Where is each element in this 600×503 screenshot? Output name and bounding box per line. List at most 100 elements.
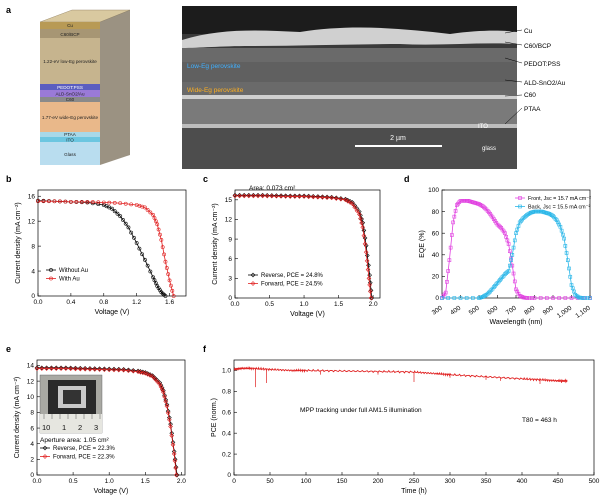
- data-point: [118, 214, 123, 219]
- data-point: [363, 249, 369, 255]
- x-tick-label: 1.5: [141, 478, 150, 485]
- stack-label-wide-eg: 1.77-eV wide-Eg perovskite: [42, 115, 99, 120]
- data-point: [155, 379, 160, 384]
- data-point: [545, 296, 549, 300]
- x-tick-label: 100: [301, 478, 312, 485]
- data-point: [369, 295, 375, 301]
- data-point: [362, 241, 368, 247]
- data-point: [310, 194, 316, 199]
- data-point: [450, 233, 454, 237]
- x-axis-label: Voltage (V): [290, 311, 325, 318]
- data-point: [121, 218, 125, 222]
- data-point: [130, 368, 136, 373]
- stack-label-ptaa: PTAA: [64, 132, 77, 137]
- data-point: [585, 296, 590, 300]
- data-point: [297, 194, 302, 199]
- sem-glass-label: glass: [482, 146, 496, 152]
- data-point: [464, 296, 469, 300]
- x-tick-label: 400: [449, 305, 462, 317]
- x-tick-label: 1.6: [165, 299, 174, 306]
- data-point: [333, 196, 339, 201]
- y-tick-label: 9: [228, 236, 232, 243]
- callout-cu: Cu: [524, 28, 533, 35]
- data-point: [145, 263, 150, 268]
- data-point: [471, 296, 475, 300]
- data-point: [241, 193, 247, 199]
- device-stack-schematic: Cu C60/BCP 1.22-eV low-Eg perovskite PED…: [39, 9, 131, 165]
- data-point: [315, 194, 321, 200]
- data-point: [525, 296, 529, 300]
- legend-marker: [250, 281, 256, 286]
- data-point: [116, 366, 122, 372]
- y-tick-label: 10: [27, 394, 35, 401]
- x-tick-label: 400: [517, 478, 528, 485]
- y-tick-label: 8: [31, 243, 35, 250]
- data-point: [329, 194, 334, 200]
- data-point: [514, 231, 518, 235]
- data-point: [174, 472, 180, 478]
- data-point: [274, 193, 279, 198]
- y-tick-label: 15: [225, 197, 233, 204]
- callout-sno2au: ALD-SnO2/Au: [524, 80, 566, 87]
- data-point: [451, 220, 455, 225]
- data-point: [364, 258, 370, 264]
- x-tick-label: 500: [468, 305, 481, 317]
- data-point: [278, 194, 284, 199]
- data-point: [301, 194, 307, 199]
- y-tick-label: 0.8: [222, 389, 231, 396]
- data-point: [264, 193, 270, 198]
- data-point: [512, 279, 517, 284]
- data-point: [588, 296, 592, 300]
- y-tick-label: 80: [432, 209, 440, 216]
- y-tick-label: 0: [30, 472, 34, 479]
- data-point: [347, 200, 353, 205]
- data-point: [237, 192, 242, 198]
- data-point: [269, 193, 275, 198]
- x-axis-label: Voltage (V): [94, 488, 129, 495]
- data-point: [102, 366, 107, 372]
- data-point: [283, 194, 288, 199]
- data-point: [152, 216, 157, 220]
- data-point: [264, 193, 270, 199]
- y-tick-label: 100: [428, 187, 439, 194]
- data-point: [527, 296, 532, 300]
- series-line-b-0: [37, 200, 166, 297]
- legend-label: Without Au: [59, 268, 88, 274]
- x-tick-label: 600: [486, 305, 499, 317]
- data-point: [111, 366, 117, 372]
- data-point: [34, 366, 40, 371]
- y-tick-label: 40: [432, 252, 440, 259]
- x-tick-label: 1.2: [132, 299, 141, 306]
- data-point: [563, 296, 568, 300]
- data-point: [509, 258, 513, 263]
- data-point: [170, 288, 175, 293]
- data-point: [137, 246, 142, 251]
- y-tick-label: 3: [228, 276, 232, 283]
- data-point: [583, 296, 587, 300]
- data-point: [162, 252, 166, 257]
- data-point: [356, 211, 362, 217]
- data-point: [36, 199, 40, 204]
- data-point: [85, 199, 90, 204]
- data-point: [368, 289, 373, 294]
- ruler-digit-3: 3: [94, 423, 98, 432]
- data-point: [115, 211, 120, 216]
- chart-c-frame: [234, 189, 381, 299]
- data-point: [112, 200, 117, 205]
- data-point: [53, 365, 59, 371]
- data-point: [97, 367, 102, 372]
- data-point: [287, 194, 293, 199]
- x-tick-label: 0: [232, 478, 236, 485]
- data-point: [164, 403, 170, 409]
- layer-ito: [40, 137, 100, 142]
- data-point: [126, 367, 131, 373]
- x-tick-label: 1,000: [556, 305, 574, 320]
- series-line-d-0: [441, 200, 590, 299]
- data-point: [96, 200, 101, 205]
- data-point: [97, 366, 102, 372]
- data-point: [320, 194, 325, 200]
- legend-marker: [250, 272, 256, 278]
- data-point: [49, 365, 54, 371]
- y-tick-label: 4: [30, 441, 34, 448]
